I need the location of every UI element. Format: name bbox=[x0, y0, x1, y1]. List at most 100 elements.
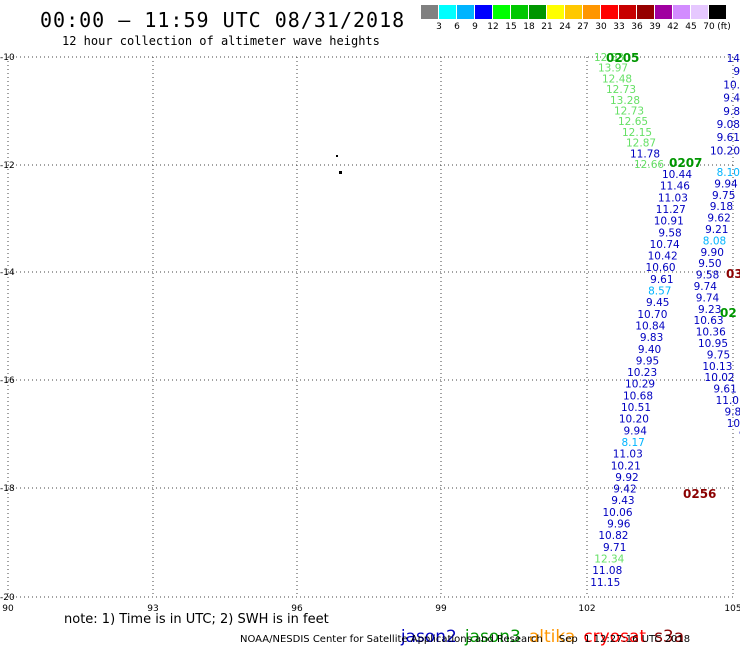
color-swatch bbox=[637, 5, 654, 19]
island-mark bbox=[336, 155, 338, 157]
color-swatch bbox=[601, 5, 618, 19]
color-scale-label: 6 bbox=[454, 22, 460, 32]
pass-time-label: 0207 bbox=[669, 156, 702, 170]
chart-subtitle: 12 hour collection of altimeter wave hei… bbox=[62, 34, 380, 48]
main-track-value: 9.42 bbox=[613, 484, 636, 496]
main-track-value: 9.43 bbox=[611, 495, 634, 507]
color-swatch bbox=[493, 5, 510, 19]
right-track-value: 10.36 bbox=[696, 327, 726, 339]
color-scale-label: 45 bbox=[685, 22, 697, 32]
main-track-value: 9.92 bbox=[615, 472, 638, 484]
far-right-track-value: 14 bbox=[727, 53, 740, 65]
legend-cryosat: cryosat bbox=[583, 627, 647, 647]
main-track-value: 10.82 bbox=[598, 530, 628, 542]
color-scale-label: 36 bbox=[631, 22, 643, 32]
color-swatch bbox=[511, 5, 528, 19]
legend-jason2: jason2 bbox=[400, 627, 457, 647]
lon-label: 96 bbox=[291, 604, 303, 614]
island-mark bbox=[339, 171, 342, 174]
color-scale-label: 3 bbox=[436, 22, 442, 32]
right-track-value: 9.18 bbox=[710, 201, 733, 213]
lat-label: -18 bbox=[0, 484, 15, 494]
right-track-value: 9.21 bbox=[705, 224, 728, 236]
lat-label: -14 bbox=[0, 268, 15, 278]
color-scale-label: 24 bbox=[559, 22, 571, 32]
right-track-value: 9 bbox=[739, 429, 740, 441]
right-track-value: 10.95 bbox=[698, 338, 728, 350]
main-track-value: 12.34 bbox=[594, 553, 624, 565]
color-swatch bbox=[619, 5, 636, 19]
far-right-track-value: 9.08 bbox=[717, 119, 740, 131]
lon-label: 105 bbox=[724, 604, 740, 614]
main-track-value: 11.08 bbox=[592, 565, 622, 577]
main-track-value: 8.17 bbox=[621, 437, 644, 449]
green-track-value: 12.65 bbox=[618, 116, 648, 128]
right-track-value: 10.02 bbox=[705, 372, 735, 384]
color-swatch bbox=[655, 5, 672, 19]
far-right-track-value: 9.4 bbox=[723, 93, 740, 105]
color-scale-label: 70 bbox=[703, 22, 715, 32]
color-swatch bbox=[421, 5, 438, 19]
main-track-value: 10.60 bbox=[646, 262, 676, 274]
main-track-value: 11.27 bbox=[656, 204, 686, 216]
right-track-value: 9.74 bbox=[694, 281, 718, 293]
pass-time-label: 03 bbox=[726, 267, 740, 281]
lat-label: -16 bbox=[0, 376, 15, 386]
right-track-value: 10.13 bbox=[702, 361, 732, 373]
right-track-value: 10.63 bbox=[694, 315, 724, 327]
green-track-value: 12.48 bbox=[602, 73, 632, 85]
color-scale-label: 27 bbox=[577, 22, 589, 32]
color-scale-unit: (ft) bbox=[717, 22, 731, 32]
main-track-value: 10.74 bbox=[650, 239, 680, 251]
color-scale-label: 30 bbox=[595, 22, 607, 32]
color-swatch bbox=[439, 5, 456, 19]
right-track-value: 9.90 bbox=[701, 247, 724, 259]
lat-label: -20 bbox=[0, 593, 15, 603]
main-track-value: 10.06 bbox=[602, 507, 632, 519]
right-track-value: 9.75 bbox=[712, 190, 735, 202]
pass-time-label: 02 bbox=[720, 306, 737, 320]
main-track-value: 10.70 bbox=[637, 309, 667, 321]
right-track-value: 9.74 bbox=[696, 292, 720, 304]
main-track-value: 10.91 bbox=[654, 216, 684, 228]
green-track-value: 12.87 bbox=[626, 138, 656, 150]
color-scale-label: 33 bbox=[613, 22, 625, 32]
lon-label: 90 bbox=[2, 604, 14, 614]
pass-time-label: 0205 bbox=[606, 51, 639, 65]
green-track-value: 12.33 bbox=[594, 52, 624, 64]
far-right-track-value: 10. bbox=[723, 79, 740, 91]
chart-title: 00:00 – 11:59 UTC 08/31/2018 bbox=[40, 8, 406, 32]
main-track-value: 11.03 bbox=[613, 449, 643, 461]
green-track-value: 12.66 bbox=[634, 159, 664, 171]
right-track-value: 9.23 bbox=[698, 304, 721, 316]
pass-time-label: 0256 bbox=[683, 487, 716, 501]
main-track-value: 9.94 bbox=[624, 425, 648, 437]
lat-label: -12 bbox=[0, 161, 15, 171]
main-track-value: 9.40 bbox=[638, 344, 661, 356]
color-swatch bbox=[475, 5, 492, 19]
color-swatch bbox=[583, 5, 600, 19]
legend-altika: altika bbox=[528, 627, 576, 647]
right-track-value: 9.8 bbox=[724, 406, 740, 418]
color-swatch bbox=[565, 5, 582, 19]
color-swatch bbox=[457, 5, 474, 19]
color-swatch bbox=[691, 5, 708, 19]
lon-label: 99 bbox=[435, 604, 447, 614]
main-track-value: 10.29 bbox=[625, 379, 655, 391]
color-scale-label: 39 bbox=[649, 22, 661, 32]
green-track-value: 11.78 bbox=[630, 148, 660, 160]
color-swatch bbox=[547, 5, 564, 19]
main-track-value: 10.84 bbox=[635, 320, 665, 332]
main-track-value: 11.46 bbox=[660, 181, 690, 193]
main-track-value: 8.57 bbox=[648, 286, 671, 298]
main-track-value: 10.68 bbox=[623, 390, 653, 402]
main-track-value: 10.23 bbox=[627, 367, 657, 379]
green-track-value: 13.28 bbox=[610, 95, 640, 107]
lon-label: 102 bbox=[578, 604, 595, 614]
main-track-value: 9.58 bbox=[658, 227, 681, 239]
right-track-value: 8.08 bbox=[703, 235, 726, 247]
lat-label: -10 bbox=[0, 53, 15, 63]
main-track-value: 10.21 bbox=[611, 460, 641, 472]
footer: NOAA/NESDIS Center for Satellite Applica… bbox=[240, 634, 690, 645]
